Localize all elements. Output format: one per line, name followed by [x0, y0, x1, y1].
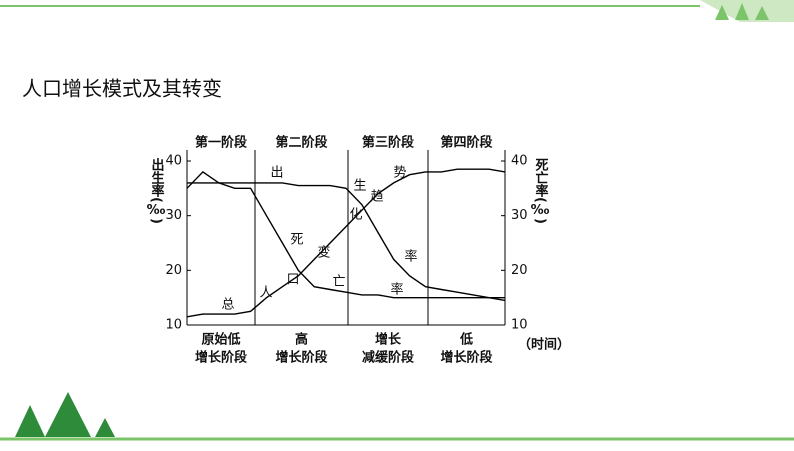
stage-name: 第一阶段: [195, 135, 247, 151]
y2-tick-label: 10: [511, 318, 528, 333]
bottom-trees: [15, 392, 115, 437]
y2-tick-label: 20: [511, 263, 528, 278]
stage-label: 原始低: [201, 332, 240, 348]
annotation: 生: [353, 179, 366, 194]
y-tick-label: 40: [165, 154, 182, 169]
annotation: 率: [404, 249, 417, 265]
annotation: 死: [290, 233, 303, 248]
series-line: [187, 182, 506, 302]
annotation: 亡: [332, 275, 345, 290]
annotation: 趋: [370, 190, 383, 205]
stage-label: 增长阶段: [440, 350, 492, 366]
annotation: 总: [221, 298, 234, 313]
stage-name: 第四阶段: [440, 135, 492, 151]
annotation: 变: [317, 245, 330, 261]
stage-label: 高: [295, 332, 308, 348]
y2-axis-label: 死亡率(‰): [530, 158, 549, 224]
stage-name: 第二阶段: [275, 135, 327, 151]
series-line: [186, 170, 505, 299]
annotation: 率: [390, 282, 403, 298]
x-axis-label: （时间）: [518, 337, 570, 353]
y-tick-label: 20: [165, 263, 182, 278]
top-trees: [715, 3, 769, 20]
y2-tick-label: 30: [511, 208, 528, 223]
stage-label: 增长: [375, 332, 402, 348]
top-banner: [700, 0, 794, 22]
series-line: [186, 168, 506, 318]
stage-name: 第三阶段: [362, 135, 414, 151]
annotation: 势: [393, 165, 406, 181]
annotation: 出: [270, 166, 283, 181]
annotation: 口: [286, 273, 299, 288]
annotation: 化: [349, 208, 362, 223]
annotation: 人: [259, 286, 272, 301]
stage-label: 增长阶段: [195, 350, 247, 366]
y2-tick-label: 40: [511, 154, 528, 169]
y-tick-label: 30: [165, 208, 182, 223]
stage-label: 增长阶段: [275, 350, 327, 366]
y-tick-label: 10: [165, 318, 182, 333]
y-axis-label: 出生率(‰): [146, 157, 165, 223]
stage-label: 低: [459, 332, 473, 348]
stage-label: 减缓阶段: [362, 350, 414, 366]
slide-title: 人口增长模式及其转变: [22, 77, 222, 101]
